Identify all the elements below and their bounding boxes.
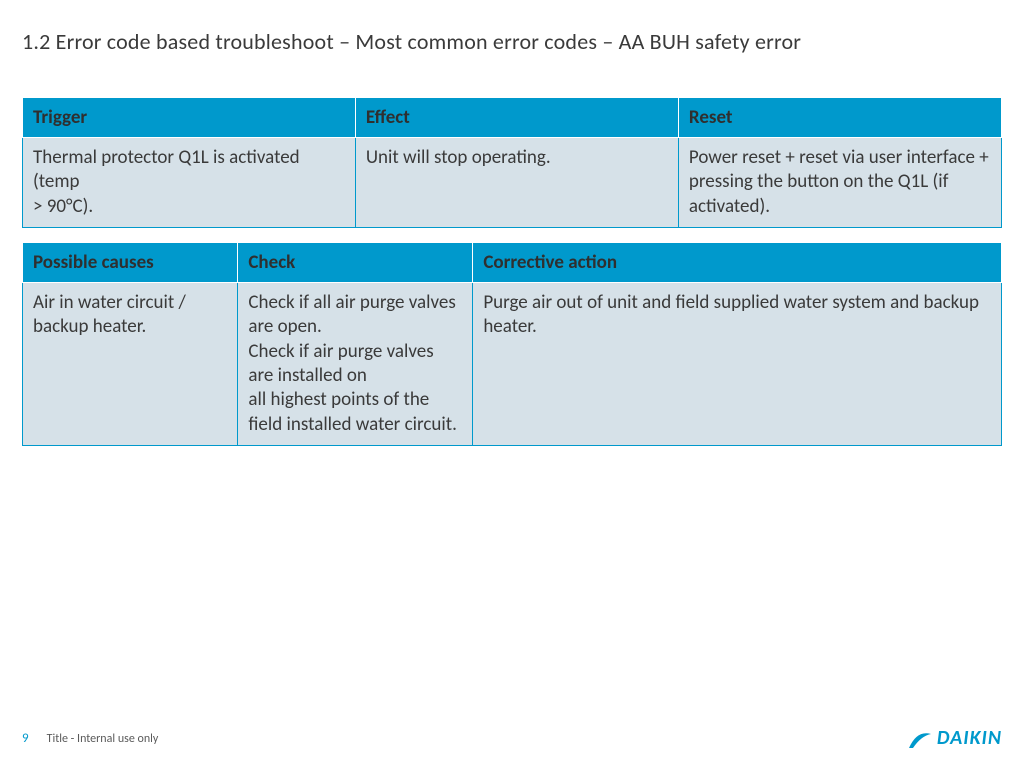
table-header-cell: Corrective action <box>473 242 1002 282</box>
table-row: Thermal protector Q1L is activated (temp… <box>23 138 1002 228</box>
table-cell: Power reset + reset via user interface +… <box>678 138 1001 228</box>
table-cell: Unit will stop operating. <box>355 138 678 228</box>
table-header-cell: Effect <box>355 98 678 138</box>
table-row: Air in water circuit / backup heater.Che… <box>23 282 1002 445</box>
table-cell: Thermal protector Q1L is activated (temp… <box>23 138 356 228</box>
table-causes-check-action: Possible causesCheckCorrective action Ai… <box>22 242 1002 446</box>
table-cell: Check if all air purge valves are open. … <box>238 282 473 445</box>
table-header-cell: Reset <box>678 98 1001 138</box>
table-header-cell: Check <box>238 242 473 282</box>
table-cell: Purge air out of unit and field supplied… <box>473 282 1002 445</box>
page-number: 9 <box>22 731 29 746</box>
table-header-cell: Possible causes <box>23 242 238 282</box>
daikin-swoosh-icon <box>907 728 933 750</box>
footer: 9 Title - Internal use only <box>22 731 158 746</box>
table-trigger-effect-reset: TriggerEffectReset Thermal protector Q1L… <box>22 97 1002 228</box>
page-title: 1.2 Error code based troubleshoot – Most… <box>22 28 1002 55</box>
brand-text: DAIKIN <box>937 726 1002 750</box>
table-cell: Air in water circuit / backup heater. <box>23 282 238 445</box>
footer-title: Title - Internal use only <box>47 732 159 746</box>
slide: 1.2 Error code based troubleshoot – Most… <box>0 0 1024 768</box>
brand-logo: DAIKIN <box>907 726 1002 750</box>
table-header-cell: Trigger <box>23 98 356 138</box>
